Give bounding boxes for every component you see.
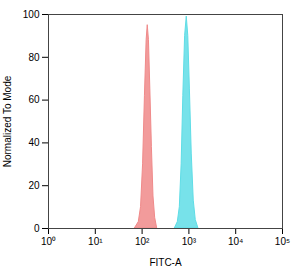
svg-text:Normalized To Mode: Normalized To Mode (2, 75, 13, 167)
svg-text:10³: 10³ (182, 236, 197, 247)
svg-text:10⁰: 10⁰ (41, 236, 56, 247)
svg-text:20: 20 (28, 180, 40, 191)
svg-text:10²: 10² (135, 236, 150, 247)
svg-text:10⁵: 10⁵ (275, 236, 290, 247)
svg-text:60: 60 (28, 94, 40, 105)
svg-text:10¹: 10¹ (88, 236, 103, 247)
svg-text:FITC-A: FITC-A (149, 257, 182, 268)
svg-text:80: 80 (28, 52, 40, 63)
svg-text:40: 40 (28, 137, 40, 148)
svg-text:100: 100 (23, 9, 40, 20)
svg-text:10⁴: 10⁴ (228, 236, 243, 247)
svg-text:0: 0 (34, 223, 40, 234)
